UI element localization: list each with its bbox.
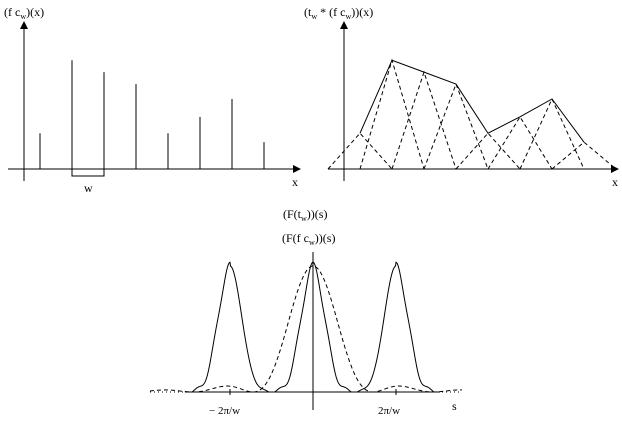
kernel-7 xyxy=(551,141,617,170)
bottom-ft-curve xyxy=(149,265,463,393)
kernel-2 xyxy=(391,70,457,170)
width-label: w xyxy=(84,181,93,195)
kernel-3 xyxy=(423,82,489,170)
right-interpolation xyxy=(359,59,585,143)
kernel-5 xyxy=(487,115,553,170)
bottom-title-ft: (F(tw))(s) xyxy=(283,207,327,223)
left-panel: w x (f cw)(x) xyxy=(4,5,301,195)
width-bracket xyxy=(71,169,105,177)
tick-pos-label: 2π/w xyxy=(378,405,400,417)
left-stems xyxy=(39,60,265,169)
kernel-6 xyxy=(519,97,585,170)
kernel-4 xyxy=(455,132,521,170)
kernel-1 xyxy=(359,58,425,170)
bottom-x-label: s xyxy=(452,399,457,413)
right-kernels xyxy=(327,58,617,170)
kernel-0 xyxy=(327,132,393,170)
left-x-label: x xyxy=(292,175,298,189)
bottom-title-ffc: (F(f cw))(s) xyxy=(282,231,335,247)
right-panel: x (tw * (f cw))(x) xyxy=(304,5,619,189)
bottom-panel: − 2π/w 2π/w s (F(tw))(s) (F(f cw))(s) xyxy=(149,207,463,417)
right-x-label: x xyxy=(612,175,618,189)
tick-neg-label: − 2π/w xyxy=(209,405,240,417)
right-y-label: (tw * (f cw))(x) xyxy=(304,5,373,21)
bottom-ffc-curve xyxy=(184,261,441,393)
left-y-label: (f cw)(x) xyxy=(4,5,44,21)
